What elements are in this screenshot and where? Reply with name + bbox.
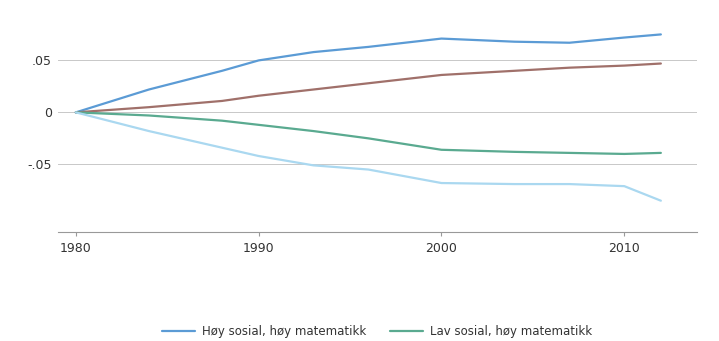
Høy sosial, lav matematikk (656, 61, 665, 65)
Høy sosial, lav matematikk (71, 110, 80, 115)
Lav sosial, lav matematikk (145, 129, 153, 133)
Lav sosial, lav matematikk (620, 184, 628, 188)
Høy sosial, lav matematikk (145, 105, 153, 109)
Lav sosial, høy matematikk (309, 129, 318, 133)
Høy sosial, lav matematikk (218, 99, 226, 103)
Lav sosial, lav matematikk (364, 167, 372, 172)
Lav sosial, høy matematikk (145, 114, 153, 118)
Høy sosial, høy matematikk (71, 110, 80, 115)
Høy sosial, lav matematikk (309, 87, 318, 91)
Line: Lav sosial, høy matematikk: Lav sosial, høy matematikk (75, 113, 661, 154)
Høy sosial, lav matematikk (510, 69, 519, 73)
Lav sosial, høy matematikk (656, 151, 665, 155)
Legend: Høy sosial, høy matematikk, Høy sosial, lav matematikk, Lav sosial, høy matemati: Høy sosial, høy matematikk, Høy sosial, … (157, 321, 597, 341)
Line: Høy sosial, lav matematikk: Høy sosial, lav matematikk (75, 63, 661, 113)
Høy sosial, høy matematikk (620, 35, 628, 40)
Lav sosial, høy matematikk (565, 151, 574, 155)
Høy sosial, høy matematikk (565, 41, 574, 45)
Høy sosial, høy matematikk (255, 58, 263, 62)
Høy sosial, høy matematikk (656, 32, 665, 36)
Lav sosial, høy matematikk (620, 152, 628, 156)
Lav sosial, høy matematikk (218, 119, 226, 123)
Lav sosial, høy matematikk (437, 148, 446, 152)
Lav sosial, lav matematikk (656, 199, 665, 203)
Høy sosial, høy matematikk (437, 36, 446, 41)
Lav sosial, høy matematikk (364, 136, 372, 140)
Lav sosial, lav matematikk (309, 163, 318, 167)
Lav sosial, lav matematikk (255, 154, 263, 158)
Høy sosial, lav matematikk (364, 81, 372, 85)
Høy sosial, høy matematikk (145, 87, 153, 91)
Line: Lav sosial, lav matematikk: Lav sosial, lav matematikk (75, 113, 661, 201)
Høy sosial, lav matematikk (565, 65, 574, 70)
Høy sosial, høy matematikk (309, 50, 318, 54)
Høy sosial, høy matematikk (510, 40, 519, 44)
Lav sosial, lav matematikk (565, 182, 574, 186)
Høy sosial, lav matematikk (620, 63, 628, 68)
Lav sosial, lav matematikk (71, 110, 80, 115)
Lav sosial, høy matematikk (510, 150, 519, 154)
Lav sosial, lav matematikk (510, 182, 519, 186)
Lav sosial, høy matematikk (71, 110, 80, 115)
Høy sosial, høy matematikk (218, 69, 226, 73)
Lav sosial, lav matematikk (437, 181, 446, 185)
Høy sosial, lav matematikk (437, 73, 446, 77)
Lav sosial, høy matematikk (255, 123, 263, 127)
Lav sosial, lav matematikk (218, 146, 226, 150)
Høy sosial, lav matematikk (255, 94, 263, 98)
Line: Høy sosial, høy matematikk: Høy sosial, høy matematikk (75, 34, 661, 113)
Høy sosial, høy matematikk (364, 45, 372, 49)
